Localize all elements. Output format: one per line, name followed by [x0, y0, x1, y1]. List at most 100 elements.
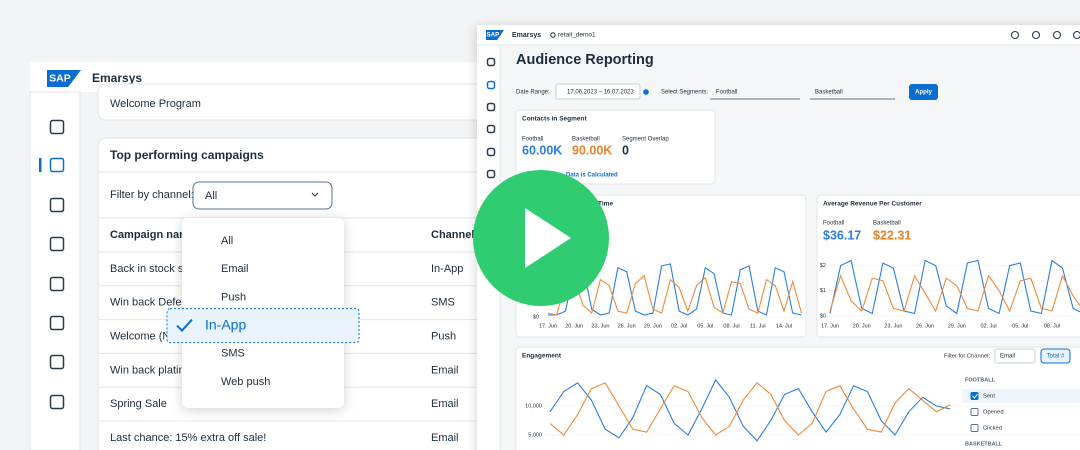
header-icon[interactable]: [1031, 30, 1041, 40]
dropdown-option[interactable]: Email: [221, 263, 249, 275]
y-tick-label: $1: [820, 288, 826, 294]
legend-item[interactable]: Clicked: [983, 426, 1002, 432]
nav-icon[interactable]: [49, 315, 65, 331]
nav-icon[interactable]: [49, 119, 65, 135]
chart-card: [816, 194, 1080, 338]
logo-text: SAP: [49, 72, 71, 84]
channel-select[interactable]: [994, 348, 1036, 364]
x-tick-label: 17. Jun: [539, 323, 557, 329]
checkmark: [176, 318, 193, 333]
legend-item[interactable]: Sent: [983, 394, 995, 400]
label: Segment Overlap: [622, 137, 669, 143]
y-tick-label: 10,000: [525, 403, 542, 409]
x-tick-label: 11. Jul: [750, 323, 766, 329]
x-tick-label: 20. Jun: [853, 323, 871, 329]
nav-icon[interactable]: [486, 169, 496, 179]
nav-icon[interactable]: [486, 124, 496, 134]
apply-button[interactable]: [909, 84, 938, 100]
legend-item[interactable]: Opened: [983, 410, 1004, 416]
label: Select Segments:: [661, 90, 708, 96]
nav-icon[interactable]: [49, 157, 65, 173]
nav-icon[interactable]: [486, 102, 496, 112]
header-icon[interactable]: [1010, 30, 1020, 40]
account-icon: [550, 32, 556, 38]
chart-title: Engagement: [522, 353, 562, 360]
label: Football: [823, 221, 844, 227]
header-icon[interactable]: [1052, 30, 1062, 40]
campaign-name: Back in stock sale: [110, 263, 198, 275]
y-tick-label: $2: [820, 263, 826, 269]
x-tick-label: 26. Jun: [618, 323, 636, 329]
label: Welcome Program: [110, 98, 201, 110]
chart-title: Time: [598, 201, 613, 208]
campaign-name: Welcome (Ne: [110, 331, 176, 343]
label: Filter for Channel:: [944, 354, 990, 360]
play-icon: [525, 208, 571, 268]
option-highlight[interactable]: [166, 308, 360, 344]
channel-select[interactable]: [192, 181, 333, 210]
checkbox[interactable]: [970, 392, 979, 400]
campaign-name: Win back platinu: [110, 364, 191, 376]
checkbox[interactable]: [970, 408, 979, 416]
logo: [47, 70, 81, 87]
x-tick-label: 14. Jul: [776, 323, 792, 329]
nav-icon[interactable]: [49, 197, 65, 213]
label[interactable]: Basketball: [815, 90, 843, 96]
dropdown-option[interactable]: All: [221, 235, 233, 247]
label: Contacts in Segment: [522, 116, 587, 123]
series-line: [548, 263, 802, 316]
logo-text: SAP: [486, 32, 499, 39]
channel: Email: [431, 364, 459, 376]
x-tick-label: 23. Jun: [884, 323, 902, 329]
dropdown-option[interactable]: Push: [221, 291, 246, 303]
label: Filter by channel:: [110, 189, 194, 201]
y-tick-label: $0: [533, 314, 539, 320]
dropdown-option[interactable]: In-App: [205, 316, 246, 332]
link[interactable]: Data is Calculated: [566, 173, 618, 179]
label: Audience Reporting: [516, 52, 654, 68]
dropdown-option[interactable]: SMS: [221, 348, 245, 360]
column-header: Campaign name: [110, 229, 195, 241]
checkbox[interactable]: [970, 424, 979, 432]
label[interactable]: Email: [1000, 354, 1015, 360]
campaign-name: Win back Defecti: [110, 297, 193, 309]
date-input[interactable]: [555, 83, 641, 100]
label[interactable]: 17.06.2023 – 16.07.2023: [567, 90, 634, 96]
label[interactable]: Apply: [915, 90, 932, 96]
label[interactable]: All: [205, 190, 217, 202]
kpi-value: $22.31: [873, 228, 911, 242]
nav-icon[interactable]: [49, 394, 65, 410]
nav-icon[interactable]: [486, 80, 496, 90]
x-tick-label: 29. Jun: [644, 323, 662, 329]
x-tick-label: 20. Jun: [565, 323, 583, 329]
campaign-name: Last chance: 15% extra off sale!: [110, 432, 266, 444]
channel: Push: [431, 331, 456, 343]
label: Football: [522, 137, 543, 143]
nav-icon[interactable]: [49, 236, 65, 252]
nav-icon[interactable]: [486, 57, 496, 67]
label[interactable]: Football: [716, 90, 737, 96]
series-line: [549, 382, 951, 436]
nav-icon[interactable]: [486, 147, 496, 157]
label: Emarsys: [512, 32, 541, 39]
nav-icon[interactable]: [49, 276, 65, 292]
header-icon[interactable]: [1072, 30, 1080, 40]
toggle-button[interactable]: [1040, 348, 1071, 364]
label: Basketball: [572, 137, 600, 143]
metric-value: 90.00K: [572, 143, 612, 157]
label[interactable]: retail_demo1: [558, 32, 596, 39]
series-line: [549, 378, 951, 442]
dropdown-option[interactable]: Web push: [221, 376, 270, 388]
x-tick-label: 17. Jun: [821, 323, 839, 329]
legend-group: BASKETBALL: [965, 441, 1003, 447]
x-tick-label: 29. Jun: [948, 323, 966, 329]
label[interactable]: Total #: [1047, 354, 1065, 360]
chart-title: Average Revenue Per Customer: [823, 201, 922, 208]
contacts-card: [515, 109, 716, 185]
nav-icon[interactable]: [49, 354, 65, 370]
help-icon: [643, 89, 649, 95]
series-line: [547, 274, 803, 316]
kpi-value: $36.17: [823, 228, 861, 242]
